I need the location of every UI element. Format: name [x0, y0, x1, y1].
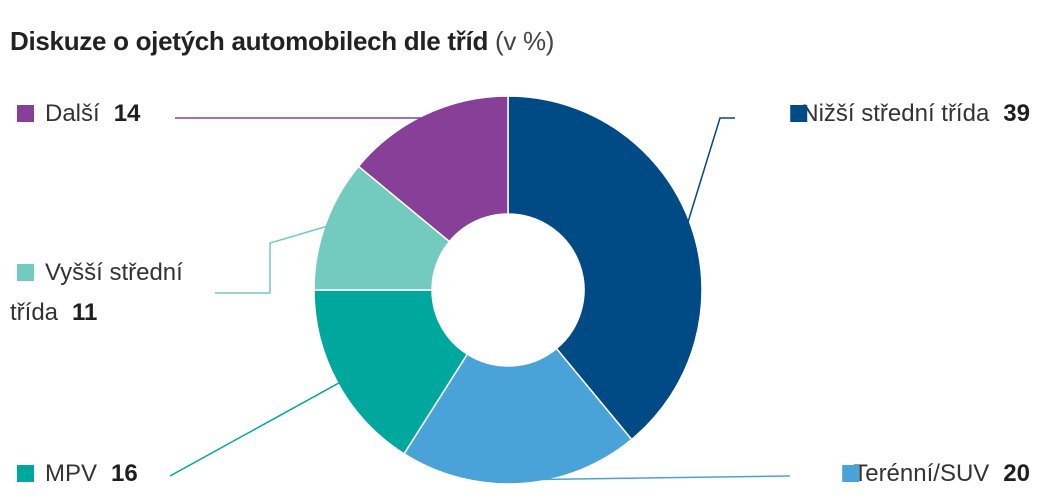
label-dalsi-swatch	[17, 105, 34, 122]
chart-title: Diskuze o ojetých automobilech dle tříd …	[10, 26, 554, 57]
label-mpv-name: MPV	[45, 460, 97, 487]
label-terenni-suv-value: 20	[1003, 460, 1030, 487]
label-dalsi-value: 14	[114, 100, 141, 127]
leader-mpv	[169, 380, 342, 477]
chart-title-main: Diskuze o ojetých automobilech dle tříd	[10, 26, 489, 56]
label-vyssi-stredni-trida-line-1: Vyšší střední	[45, 259, 183, 286]
label-vyssi-stredni-trida-name-1: Vyšší střední	[45, 259, 183, 286]
label-terenni-suv-swatch	[842, 465, 860, 482]
label-nizsi-stredni-trida-text: Nižší střední třída 39	[801, 100, 1030, 127]
label-terenni-suv-name: Terénní/SUV	[853, 460, 989, 487]
donut-slices	[313, 95, 703, 485]
label-mpv-swatch	[17, 465, 34, 482]
slice-mpv	[313, 289, 469, 455]
label-nizsi-stredni-trida-swatch	[790, 105, 808, 122]
slice-labels: Nižší střední třída 39 Terénní/SUV 20 MPV 16 V…	[10, 100, 1030, 487]
label-vyssi-stredni-trida-line-2: třída 11	[10, 299, 97, 326]
label-mpv-value: 16	[111, 460, 138, 487]
slice-nizsi-stredni-trida	[507, 95, 703, 441]
leader-lines	[169, 117, 791, 481]
label-vyssi-stredni-trida-swatch	[17, 264, 34, 281]
leader-terenni-suv	[519, 475, 791, 481]
label-dalsi-name: Další	[45, 100, 100, 127]
slice-terenni-suv	[403, 347, 633, 485]
leader-vyssi-stredni-trida	[215, 224, 330, 294]
label-nizsi-stredni-trida-value: 39	[1003, 100, 1030, 127]
label-vyssi-stredni-trida-name-2: třída	[10, 299, 59, 326]
label-dalsi-text: Další 14	[45, 100, 141, 127]
leader-nizsi-stredni-trida	[686, 117, 735, 226]
label-nizsi-stredni-trida-name: Nižší střední třída	[801, 100, 990, 127]
label-terenni-suv-text: Terénní/SUV 20	[853, 460, 1030, 487]
label-mpv-text: MPV 16	[45, 460, 138, 487]
label-vyssi-stredni-trida-value: 11	[72, 299, 97, 326]
slice-dalsi	[357, 95, 509, 243]
chart-title-unit: (v %)	[495, 26, 555, 56]
